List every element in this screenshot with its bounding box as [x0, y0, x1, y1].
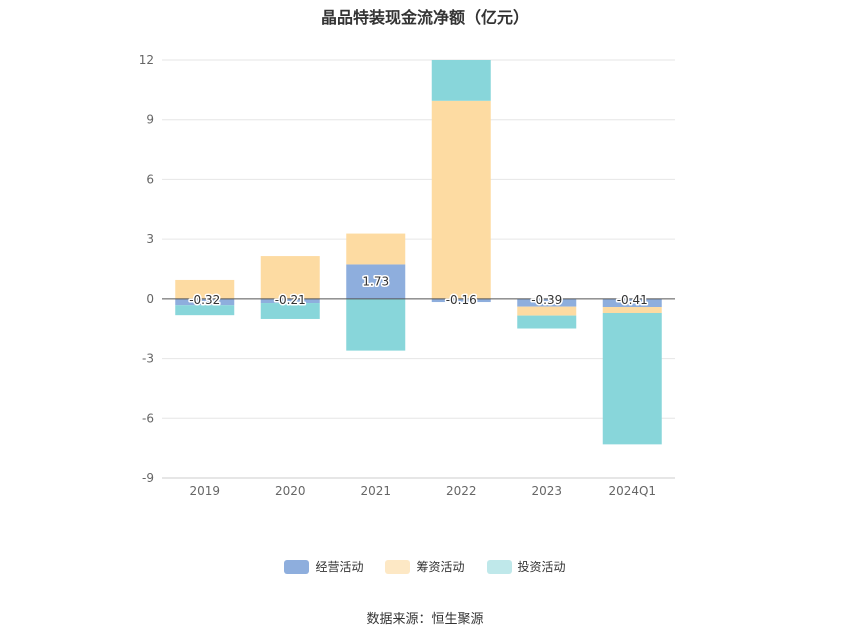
legend: 经营活动 筹资活动 投资活动 [0, 558, 850, 575]
bars-layer [175, 60, 662, 445]
bar-operating [175, 298, 235, 306]
x-tick-label: 2022 [446, 484, 477, 498]
legend-item-operating[interactable]: 经营活动 [284, 558, 363, 575]
bar-operating [602, 298, 662, 308]
bar-investing [517, 315, 577, 329]
legend-label-operating: 经营活动 [315, 560, 364, 574]
chart-title: 晶品特装现金流净额（亿元） [320, 8, 529, 27]
y-tick-label: 3 [146, 232, 154, 246]
data-label: -0.41 [617, 293, 648, 307]
legend-item-financing[interactable]: 筹资活动 [385, 558, 465, 575]
bar-operating [517, 298, 577, 307]
x-tick-label: 2023 [531, 484, 562, 498]
data-label: 1.73 [362, 275, 389, 289]
grid-layer [162, 59, 675, 479]
data-label: -0.32 [189, 293, 220, 307]
source-note: 数据来源：恒生聚源 [366, 612, 484, 627]
bar-investing [346, 298, 406, 351]
bar-investing [602, 312, 662, 445]
legend-swatch-operating [284, 559, 310, 574]
bar-investing [260, 303, 320, 319]
data-labels-layer: -0.32 -0.21 1.73 -0.16 -0.39 -0.41 [188, 273, 650, 308]
x-tick-label: 2019 [189, 484, 220, 498]
y-tick-label: -9 [142, 471, 154, 485]
legend-label-investing: 投资活动 [517, 560, 566, 574]
bar-investing [175, 305, 235, 316]
x-tick-label: 2021 [360, 484, 391, 498]
y-tick-label: 6 [146, 172, 154, 186]
bar-financing [517, 306, 577, 316]
x-tick-label: 2024Q1 [608, 484, 656, 498]
axis-layer: 12 9 6 3 0 -3 -6 -9 2019 2020 2021 2022 2023 2024Q1 [139, 53, 675, 498]
y-tick-label: 9 [146, 113, 154, 127]
legend-item-investing[interactable]: 投资活动 [486, 558, 566, 575]
legend-label-financing: 筹资活动 [416, 560, 465, 574]
data-label: -0.21 [275, 293, 306, 307]
bar-operating [260, 298, 320, 304]
bar-financing [260, 256, 320, 299]
legend-swatch-financing [385, 559, 411, 574]
y-tick-label: 12 [139, 53, 154, 67]
x-tick-label: 2020 [275, 484, 306, 498]
bar-financing [602, 307, 662, 313]
legend-swatch-investing [486, 559, 512, 574]
bar-operating [346, 264, 406, 299]
bar-financing [431, 100, 491, 299]
bar-operating [431, 298, 491, 303]
y-tick-label: -6 [142, 411, 154, 425]
bar-investing [431, 60, 491, 101]
bar-financing [175, 279, 235, 299]
bar-financing [346, 233, 406, 265]
y-tick-label: 0 [146, 292, 154, 306]
y-tick-label: -3 [142, 352, 154, 366]
data-label: -0.16 [446, 293, 477, 307]
data-label: -0.39 [531, 293, 562, 307]
